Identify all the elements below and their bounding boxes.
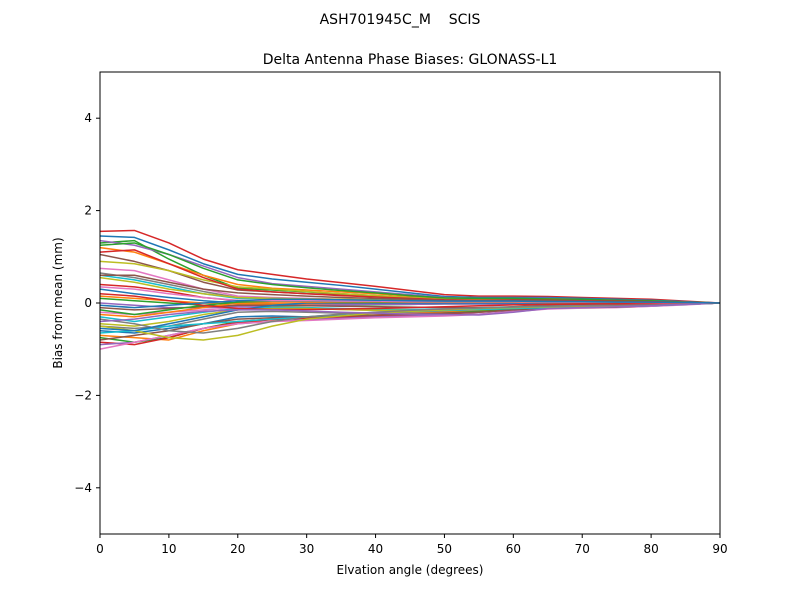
x-tick-label: 10: [161, 542, 176, 556]
x-tick-label: 80: [643, 542, 658, 556]
series-line-41: [100, 298, 720, 309]
series-line-30: [100, 302, 720, 334]
x-tick-label: 0: [96, 542, 104, 556]
x-axis-label: Elvation angle (degrees): [337, 563, 484, 577]
series-layer: [100, 229, 720, 350]
x-tick-label: 30: [299, 542, 314, 556]
x-axis: 0 10 20 30 40 50 60 70 80 90: [96, 534, 728, 556]
series-line-38: [100, 242, 720, 304]
y-tick-label: 0: [84, 296, 92, 310]
x-tick-label: 40: [368, 542, 383, 556]
y-tick-label: −2: [74, 388, 92, 402]
x-tick-label: 70: [575, 542, 590, 556]
y-tick-label: −4: [74, 481, 92, 495]
x-tick-label: 60: [506, 542, 521, 556]
series-line-1: [100, 229, 720, 304]
x-tick-label: 50: [437, 542, 452, 556]
x-tick-label: 20: [230, 542, 245, 556]
y-axis-label: Bias from mean (mm): [51, 237, 65, 368]
y-tick-label: 4: [84, 111, 92, 125]
series-line-34: [100, 293, 720, 311]
series-line-2: [100, 235, 720, 304]
chart-title: Delta Antenna Phase Biases: GLONASS-L1: [263, 52, 558, 68]
chart-suptitle: ASH701945C_M SCIS: [320, 12, 481, 28]
y-axis: −4 −2 0 2 4: [74, 111, 100, 495]
y-tick-label: 2: [84, 204, 92, 218]
x-tick-label: 90: [712, 542, 727, 556]
series-line-35: [100, 302, 720, 323]
